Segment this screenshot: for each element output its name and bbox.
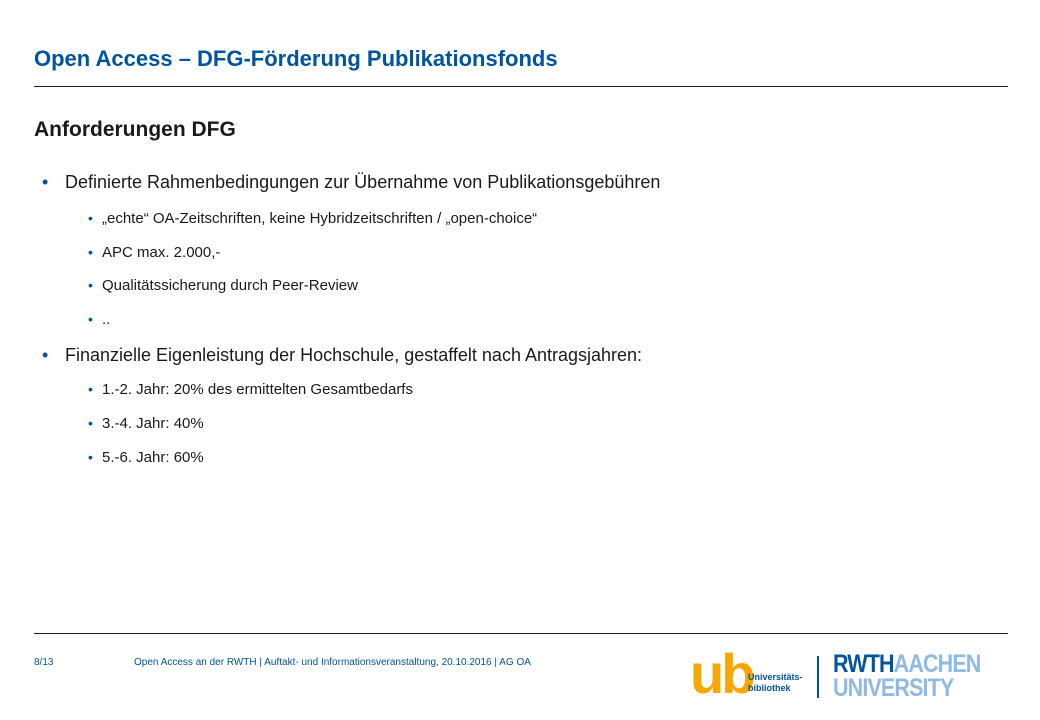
bullet-item: • Definierte Rahmenbedingungen zur Übern… — [42, 172, 660, 193]
rwth-logo: RWTHAACHEN UNIVERSITY — [833, 650, 982, 702]
rwth-logo-line1: RWTHAACHEN — [833, 650, 982, 678]
logo-divider — [817, 656, 819, 698]
rwth-logo-rwth: RWTH — [833, 650, 895, 678]
bullet-marker: • — [42, 345, 49, 365]
footer-divider — [34, 633, 1008, 634]
bullet-marker: • — [88, 277, 93, 293]
page-number: 8/13 — [34, 657, 54, 668]
bullet-marker: • — [88, 244, 93, 260]
ub-logo-mark: ub — [690, 642, 755, 705]
sub-bullet-item: • 5.-6. Jahr: 60% — [88, 449, 204, 466]
sub-bullet-item: • APC max. 2.000,- — [88, 244, 220, 261]
bullet-marker: • — [88, 311, 93, 327]
section-heading: Anforderungen DFG — [34, 118, 236, 141]
bullet-marker: • — [42, 172, 49, 192]
bullet-item: • Finanzielle Eigenleistung der Hochschu… — [42, 345, 642, 366]
sub-bullet-item: • Qualitätssicherung durch Peer-Review — [88, 277, 358, 294]
rwth-logo-university: UNIVERSITY — [833, 674, 954, 702]
bullet-text: 1.-2. Jahr: 20% des ermittelten Gesamtbe… — [102, 381, 413, 398]
sub-bullet-item: • 1.-2. Jahr: 20% des ermittelten Gesamt… — [88, 381, 413, 398]
ub-logo-line1: Universitäts- — [748, 672, 803, 682]
sub-bullet-item: • „echte“ OA-Zeitschriften, keine Hybrid… — [88, 210, 537, 227]
bullet-text: Qualitätssicherung durch Peer-Review — [102, 277, 358, 294]
bullet-text: APC max. 2.000,- — [102, 244, 221, 261]
bullet-text: „echte“ OA-Zeitschriften, keine Hybridze… — [102, 210, 538, 227]
ub-logo-caption: Universitäts- bibliothek — [748, 672, 803, 694]
bullet-text: 5.-6. Jahr: 60% — [102, 449, 204, 466]
title-divider — [34, 86, 1008, 87]
bullet-text: 3.-4. Jahr: 40% — [102, 415, 204, 432]
bullet-text: .. — [102, 311, 111, 328]
bullet-text: Finanzielle Eigenleistung der Hochschule… — [65, 345, 643, 365]
ub-logo: ub Universitäts- bibliothek — [690, 644, 803, 704]
bullet-marker: • — [88, 449, 93, 465]
sub-bullet-item: • 3.-4. Jahr: 40% — [88, 415, 204, 432]
sub-bullet-item: • .. — [88, 311, 110, 328]
footer-caption: Open Access an der RWTH | Auftakt- und I… — [134, 657, 531, 668]
bullet-text: Definierte Rahmenbedingungen zur Übernah… — [65, 172, 661, 192]
ub-logo-line2: bibliothek — [748, 683, 791, 693]
rwth-logo-aachen: AACHEN — [893, 650, 982, 678]
slide-title: Open Access – DFG-Förderung Publikations… — [34, 46, 558, 71]
bullet-marker: • — [88, 381, 93, 397]
bullet-marker: • — [88, 210, 93, 226]
bullet-marker: • — [88, 415, 93, 431]
